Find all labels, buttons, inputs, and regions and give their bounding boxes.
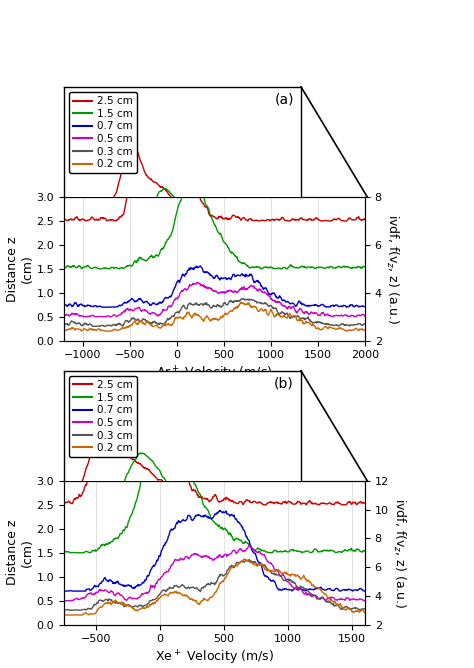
Y-axis label: ivdf, f(v$_z$, z) (a.u.): ivdf, f(v$_z$, z) (a.u.) bbox=[384, 214, 400, 324]
Legend: 2.5 cm, 1.5 cm, 0.7 cm, 0.5 cm, 0.3 cm, 0.2 cm: 2.5 cm, 1.5 cm, 0.7 cm, 0.5 cm, 0.3 cm, … bbox=[69, 92, 137, 174]
Y-axis label: Distance z
(cm): Distance z (cm) bbox=[6, 236, 34, 301]
Legend: 2.5 cm, 1.5 cm, 0.7 cm, 0.5 cm, 0.3 cm, 0.2 cm: 2.5 cm, 1.5 cm, 0.7 cm, 0.5 cm, 0.3 cm, … bbox=[69, 376, 137, 458]
Y-axis label: ivdf, f(v$_z$, z) (a.u.): ivdf, f(v$_z$, z) (a.u.) bbox=[391, 498, 407, 608]
Y-axis label: Distance z
(cm): Distance z (cm) bbox=[6, 520, 34, 585]
X-axis label: Ar$^+$ Velocity (m/s): Ar$^+$ Velocity (m/s) bbox=[156, 365, 273, 383]
Text: (a): (a) bbox=[274, 92, 294, 106]
X-axis label: Xe$^+$ Velocity (m/s): Xe$^+$ Velocity (m/s) bbox=[155, 649, 274, 667]
Text: (b): (b) bbox=[274, 376, 294, 390]
